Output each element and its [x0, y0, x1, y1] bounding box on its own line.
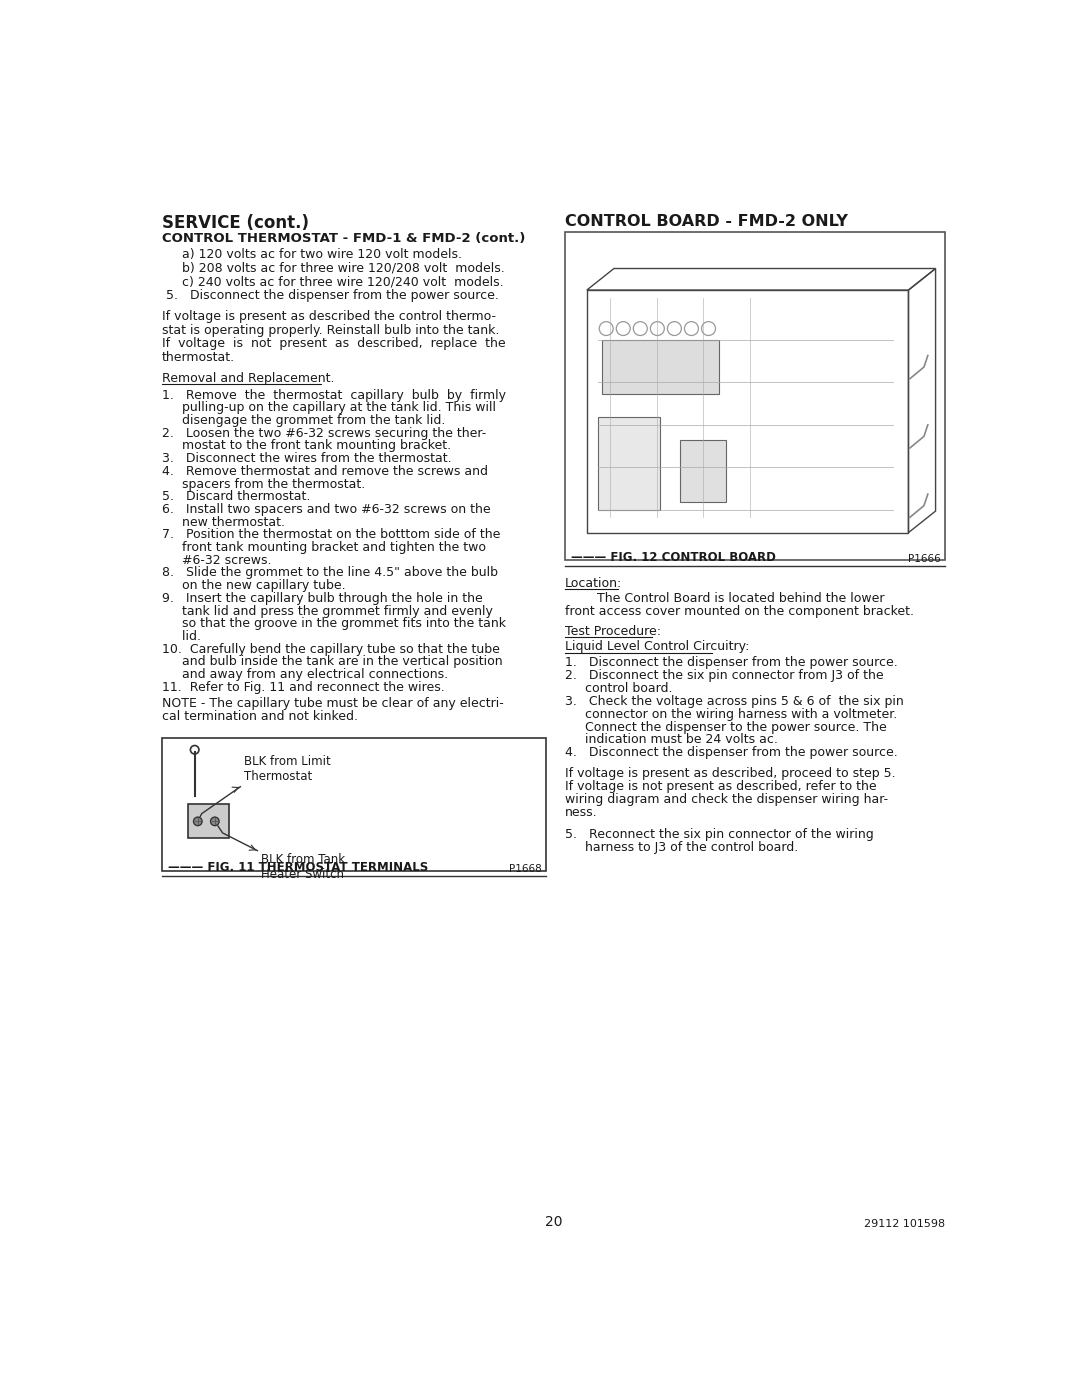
Text: Removal and Replacement.: Removal and Replacement. [162, 372, 335, 384]
Text: BLK from Tank
Heater Switch: BLK from Tank Heater Switch [261, 854, 346, 882]
Text: a) 120 volts ac for two wire 120 volt models.: a) 120 volts ac for two wire 120 volt mo… [166, 249, 462, 261]
Text: new thermostat.: new thermostat. [162, 515, 285, 528]
Text: ——— FIG. 11 THERMOSTAT TERMINALS: ——— FIG. 11 THERMOSTAT TERMINALS [168, 862, 429, 875]
Text: The Control Board is located behind the lower: The Control Board is located behind the … [565, 592, 885, 605]
Text: 2.   Loosen the two #6-32 screws securing the ther-: 2. Loosen the two #6-32 screws securing … [162, 426, 486, 440]
Text: control board.: control board. [565, 682, 673, 694]
Text: 4.   Remove thermostat and remove the screws and: 4. Remove thermostat and remove the scre… [162, 465, 488, 478]
Text: spacers from the thermostat.: spacers from the thermostat. [162, 478, 365, 490]
Text: 1.   Remove  the  thermostat  capillary  bulb  by  firmly: 1. Remove the thermostat capillary bulb … [162, 388, 507, 401]
Circle shape [211, 817, 219, 826]
Text: harness to J3 of the control board.: harness to J3 of the control board. [565, 841, 798, 854]
Text: connector on the wiring harness with a voltmeter.: connector on the wiring harness with a v… [565, 707, 897, 721]
Text: ness.: ness. [565, 806, 597, 819]
Text: 29112 101598: 29112 101598 [864, 1220, 945, 1229]
Text: wiring diagram and check the dispenser wiring har-: wiring diagram and check the dispenser w… [565, 793, 888, 806]
Text: CONTROL THERMOSTAT - FMD-1 & FMD-2 (cont.): CONTROL THERMOSTAT - FMD-1 & FMD-2 (cont… [162, 232, 526, 244]
Text: #6-32 screws.: #6-32 screws. [162, 553, 272, 567]
FancyBboxPatch shape [598, 418, 661, 510]
Text: stat is operating properly. Reinstall bulb into the tank.: stat is operating properly. Reinstall bu… [162, 324, 499, 337]
Text: 10.  Carefully bend the capillary tube so that the tube: 10. Carefully bend the capillary tube so… [162, 643, 500, 655]
FancyBboxPatch shape [162, 738, 545, 870]
Text: 5.   Discard thermostat.: 5. Discard thermostat. [162, 490, 311, 503]
Text: If voltage is present as described, proceed to step 5.: If voltage is present as described, proc… [565, 767, 895, 780]
Text: Location:: Location: [565, 577, 622, 590]
FancyBboxPatch shape [189, 805, 229, 838]
Text: cal termination and not kinked.: cal termination and not kinked. [162, 710, 359, 724]
Text: 3.   Disconnect the wires from the thermostat.: 3. Disconnect the wires from the thermos… [162, 453, 451, 465]
Text: 20: 20 [544, 1215, 563, 1229]
Text: P1666: P1666 [908, 555, 941, 564]
Text: lid.: lid. [162, 630, 201, 643]
Text: and away from any electrical connections.: and away from any electrical connections… [162, 668, 448, 682]
Text: CONTROL BOARD - FMD-2 ONLY: CONTROL BOARD - FMD-2 ONLY [565, 214, 848, 229]
Circle shape [193, 817, 202, 826]
Text: 8.   Slide the grommet to the line 4.5" above the bulb: 8. Slide the grommet to the line 4.5" ab… [162, 567, 498, 580]
FancyBboxPatch shape [565, 232, 945, 560]
Text: Test Procedure:: Test Procedure: [565, 624, 661, 638]
Text: pulling-up on the capillary at the tank lid. This will: pulling-up on the capillary at the tank … [162, 401, 496, 415]
Text: tank lid and press the grommet firmly and evenly: tank lid and press the grommet firmly an… [162, 605, 492, 617]
Text: indication must be 24 volts ac.: indication must be 24 volts ac. [565, 733, 778, 746]
Text: If  voltage  is  not  present  as  described,  replace  the: If voltage is not present as described, … [162, 337, 505, 351]
Text: 9.   Insert the capillary bulb through the hole in the: 9. Insert the capillary bulb through the… [162, 592, 483, 605]
Text: mostat to the front tank mounting bracket.: mostat to the front tank mounting bracke… [162, 440, 451, 453]
Text: on the new capillary tube.: on the new capillary tube. [162, 580, 346, 592]
Text: c) 240 volts ac for three wire 120/240 volt  models.: c) 240 volts ac for three wire 120/240 v… [166, 275, 503, 288]
Text: 11.  Refer to Fig. 11 and reconnect the wires.: 11. Refer to Fig. 11 and reconnect the w… [162, 680, 445, 694]
Text: If voltage is not present as described, refer to the: If voltage is not present as described, … [565, 780, 877, 793]
Text: 6.   Install two spacers and two #6-32 screws on the: 6. Install two spacers and two #6-32 scr… [162, 503, 490, 515]
Text: 3.   Check the voltage across pins 5 & 6 of  the six pin: 3. Check the voltage across pins 5 & 6 o… [565, 694, 904, 708]
Text: Connect the dispenser to the power source. The: Connect the dispenser to the power sourc… [565, 721, 887, 733]
Text: NOTE - The capillary tube must be clear of any electri-: NOTE - The capillary tube must be clear … [162, 697, 504, 711]
Text: 4.   Disconnect the dispenser from the power source.: 4. Disconnect the dispenser from the pow… [565, 746, 897, 760]
Text: front tank mounting bracket and tighten the two: front tank mounting bracket and tighten … [162, 541, 486, 555]
Text: Liquid Level Control Circuitry:: Liquid Level Control Circuitry: [565, 640, 750, 654]
Text: ——— FIG. 12 CONTROL BOARD: ——— FIG. 12 CONTROL BOARD [571, 552, 777, 564]
FancyBboxPatch shape [603, 339, 718, 394]
Text: thermostat.: thermostat. [162, 351, 235, 363]
Text: SERVICE (cont.): SERVICE (cont.) [162, 214, 309, 232]
Text: 7.   Position the thermostat on the botttom side of the: 7. Position the thermostat on the bottto… [162, 528, 500, 542]
Text: disengage the grommet from the tank lid.: disengage the grommet from the tank lid. [162, 414, 446, 427]
Text: 1.   Disconnect the dispenser from the power source.: 1. Disconnect the dispenser from the pow… [565, 655, 897, 669]
Text: 5.   Disconnect the dispenser from the power source.: 5. Disconnect the dispenser from the pow… [166, 289, 499, 302]
Text: P1668: P1668 [509, 865, 542, 875]
Text: and bulb inside the tank are in the vertical position: and bulb inside the tank are in the vert… [162, 655, 503, 668]
Text: 5.   Reconnect the six pin connector of the wiring: 5. Reconnect the six pin connector of th… [565, 828, 874, 841]
FancyBboxPatch shape [679, 440, 727, 502]
Text: BLK from Limit
Thermostat: BLK from Limit Thermostat [244, 754, 332, 782]
Text: so that the groove in the grommet fits into the tank: so that the groove in the grommet fits i… [162, 617, 507, 630]
Text: 2.   Disconnect the six pin connector from J3 of the: 2. Disconnect the six pin connector from… [565, 669, 883, 682]
Text: b) 208 volts ac for three wire 120/208 volt  models.: b) 208 volts ac for three wire 120/208 v… [166, 263, 504, 275]
Text: front access cover mounted on the component bracket.: front access cover mounted on the compon… [565, 605, 914, 619]
Text: If voltage is present as described the control thermo-: If voltage is present as described the c… [162, 310, 496, 323]
